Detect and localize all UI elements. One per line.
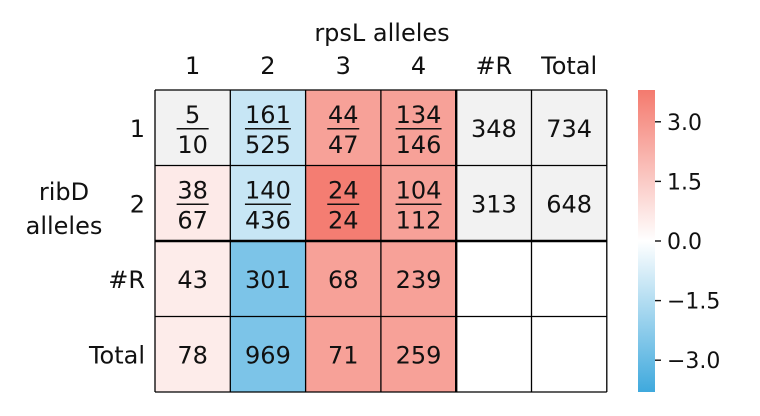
cell-value: 78 bbox=[177, 341, 208, 369]
heatmap-cell bbox=[531, 165, 607, 241]
row-tick-label: #R bbox=[108, 266, 145, 294]
cell-denominator: 146 bbox=[396, 131, 442, 159]
heatmap-cell bbox=[380, 241, 457, 317]
heatmap-cell bbox=[230, 241, 306, 317]
column-tick-label: 4 bbox=[411, 52, 426, 80]
row-axis-label: ribD bbox=[39, 178, 89, 206]
cell-numerator: 161 bbox=[245, 101, 291, 129]
colorbar-tick-label: 1.5 bbox=[667, 170, 702, 195]
cell-denominator: 112 bbox=[396, 206, 442, 234]
cell-denominator: 24 bbox=[328, 206, 359, 234]
cell-value: 348 bbox=[471, 115, 517, 143]
heatmap-cell bbox=[155, 90, 231, 166]
heatmap-cell bbox=[531, 241, 607, 317]
cell-value: 239 bbox=[396, 266, 442, 294]
column-tick-label: 1 bbox=[185, 52, 200, 80]
column-tick-label: #R bbox=[475, 52, 512, 80]
column-tick-label: 2 bbox=[260, 52, 275, 80]
cell-denominator: 10 bbox=[177, 131, 208, 159]
cell-numerator: 134 bbox=[396, 101, 442, 129]
cell-denominator: 525 bbox=[245, 131, 291, 159]
heatmap-cell bbox=[305, 241, 381, 317]
cell-value: 313 bbox=[471, 190, 517, 218]
heatmap-cell bbox=[155, 241, 231, 317]
row-axis-label: alleles bbox=[26, 212, 103, 240]
cell-value: 259 bbox=[396, 341, 442, 369]
cell-value: 43 bbox=[177, 266, 208, 294]
heatmap-cell bbox=[305, 90, 381, 166]
colorbar-tick-label: 3.0 bbox=[667, 111, 702, 136]
cell-numerator: 24 bbox=[328, 176, 359, 204]
heatmap-cell bbox=[531, 316, 607, 392]
colorbar-tick-label: 0.0 bbox=[667, 230, 702, 255]
heatmap-cell bbox=[230, 90, 306, 166]
heatmap-cell bbox=[456, 165, 532, 241]
heatmap-cell bbox=[305, 165, 381, 241]
heatmap-cell bbox=[230, 165, 306, 241]
heatmap-cell bbox=[380, 90, 457, 166]
heatmap-cell bbox=[305, 316, 381, 392]
row-tick-label: 2 bbox=[130, 190, 145, 218]
cell-value: 68 bbox=[328, 266, 359, 294]
heatmap-cell bbox=[380, 316, 457, 392]
heatmap-cell bbox=[531, 90, 607, 166]
row-tick-label: 1 bbox=[130, 115, 145, 143]
cell-denominator: 67 bbox=[177, 206, 208, 234]
cell-numerator: 44 bbox=[328, 101, 359, 129]
heatmap-cell bbox=[456, 316, 532, 392]
cell-denominator: 47 bbox=[328, 131, 359, 159]
heatmap-cell bbox=[380, 165, 457, 241]
cell-numerator: 140 bbox=[245, 176, 291, 204]
column-tick-label: Total bbox=[540, 52, 597, 80]
cell-denominator: 436 bbox=[245, 206, 291, 234]
heatmap-cell bbox=[155, 316, 231, 392]
heatmap-cell bbox=[155, 165, 231, 241]
cell-value: 734 bbox=[546, 115, 592, 143]
row-tick-label: Total bbox=[88, 341, 145, 369]
cell-value: 969 bbox=[245, 341, 291, 369]
cell-value: 648 bbox=[546, 190, 592, 218]
cell-numerator: 38 bbox=[177, 176, 208, 204]
colorbar bbox=[638, 90, 655, 392]
cell-numerator: 104 bbox=[396, 176, 442, 204]
heatmap-cell bbox=[456, 241, 532, 317]
colorbar-tick-label: −1.5 bbox=[667, 290, 720, 315]
column-axis-label: rpsL alleles bbox=[314, 19, 449, 47]
heatmap-cell bbox=[456, 90, 532, 166]
cell-numerator: 5 bbox=[185, 101, 200, 129]
cell-value: 301 bbox=[245, 266, 291, 294]
colorbar-tick-label: −3.0 bbox=[667, 349, 720, 374]
column-tick-label: 3 bbox=[336, 52, 351, 80]
cell-value: 71 bbox=[328, 341, 359, 369]
heatmap-cell bbox=[230, 316, 306, 392]
